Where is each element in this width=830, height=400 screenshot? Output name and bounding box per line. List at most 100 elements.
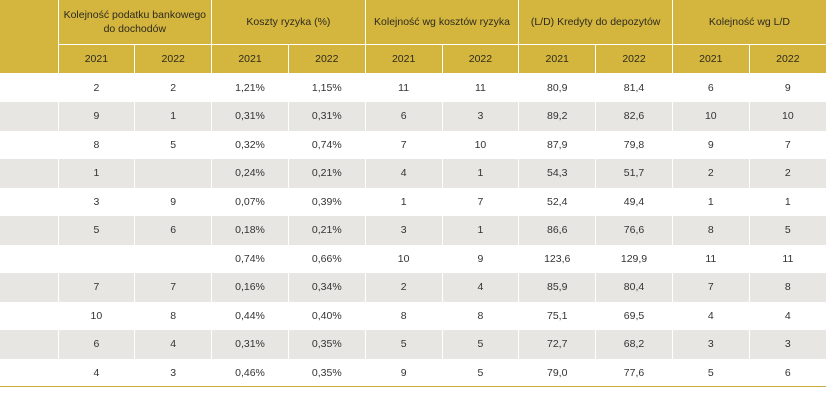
table-cell: 10 xyxy=(365,244,443,273)
year-header: 2022 xyxy=(595,44,673,73)
year-header: 2021 xyxy=(58,44,136,73)
table-cell: 69,5 xyxy=(595,301,673,330)
table-cell: 0,34% xyxy=(288,273,366,302)
column-group-ld-rank: Kolejność wg L/D xyxy=(672,0,826,45)
table-row: 4 3 0,46% 0,35% 9 5 79,0 77,6 5 6 xyxy=(0,358,826,387)
table-cell: 79,8 xyxy=(595,130,673,159)
bank-label-cell xyxy=(0,73,59,102)
table-cell: 52,4 xyxy=(518,187,597,216)
table-cell: 49,4 xyxy=(595,187,673,216)
table-cell: 10 xyxy=(442,130,520,159)
table-cell: 7 xyxy=(58,273,136,302)
table-cell: 11 xyxy=(749,244,826,273)
bank-label-cell xyxy=(0,187,59,216)
table-cell: 5 xyxy=(58,216,136,245)
table-cell: 10 xyxy=(749,102,826,131)
bank-label-cell xyxy=(0,130,59,159)
table-cell: 3 xyxy=(749,330,826,359)
table-cell: 9 xyxy=(442,244,520,273)
table-cell: 9 xyxy=(134,187,213,216)
table-cell: 1 xyxy=(58,159,136,188)
table-cell: 86,6 xyxy=(518,216,597,245)
table-cell: 3 xyxy=(134,358,213,387)
table-cell: 81,4 xyxy=(595,73,673,102)
table-cell: 1 xyxy=(442,159,520,188)
table-cell: 6 xyxy=(749,358,826,387)
table-cell: 7 xyxy=(442,187,520,216)
table-cell: 11 xyxy=(365,73,443,102)
table-cell: 8 xyxy=(749,273,826,302)
table-cell: 2 xyxy=(365,273,443,302)
bank-label-cell xyxy=(0,159,59,188)
table-cell: 123,6 xyxy=(518,244,597,273)
table-cell: 129,9 xyxy=(595,244,673,273)
table-cell: 1 xyxy=(365,187,443,216)
table-cell: 6 xyxy=(134,216,213,245)
table-row: 6 4 0,31% 0,35% 5 5 72,7 68,2 3 3 xyxy=(0,330,826,359)
year-header: 2021 xyxy=(672,44,750,73)
table-cell: 0,44% xyxy=(211,301,289,330)
table-cell: 8 xyxy=(672,216,750,245)
table-cell: 11 xyxy=(672,244,750,273)
table-row: 10 8 0,44% 0,40% 8 8 75,1 69,5 4 4 xyxy=(0,301,826,330)
table-cell: 1 xyxy=(134,102,213,131)
table-cell: 51,7 xyxy=(595,159,673,188)
table-cell: 9 xyxy=(749,73,826,102)
table-cell: 1 xyxy=(672,187,750,216)
table-cell: 0,40% xyxy=(288,301,366,330)
table-cell: 9 xyxy=(365,358,443,387)
table-cell: 5 xyxy=(442,358,520,387)
table-cell: 80,9 xyxy=(518,73,597,102)
table-cell: 76,6 xyxy=(595,216,673,245)
table-cell: 1,15% xyxy=(288,73,366,102)
bank-column-header xyxy=(0,0,59,74)
table-cell: 77,6 xyxy=(595,358,673,387)
table-row: 2 2 1,21% 1,15% 11 11 80,9 81,4 6 9 xyxy=(0,73,826,102)
bank-label-cell xyxy=(0,102,59,131)
table-cell: 10 xyxy=(58,301,136,330)
table-cell: 7 xyxy=(134,273,213,302)
table-cell: 0,18% xyxy=(211,216,289,245)
column-group-risk-cost: Koszty ryzyka (%) xyxy=(211,0,366,45)
table-cell: 80,4 xyxy=(595,273,673,302)
table-cell: 2 xyxy=(134,73,213,102)
table-cell: 0,24% xyxy=(211,159,289,188)
table-cell: 9 xyxy=(58,102,136,131)
table-row: 8 5 0,32% 0,74% 7 10 87,9 79,8 9 7 xyxy=(0,130,826,159)
table-cell: 82,6 xyxy=(595,102,673,131)
table-cell xyxy=(58,244,136,273)
table-row: 0,74% 0,66% 10 9 123,6 129,9 11 11 xyxy=(0,244,826,273)
table-cell: 1 xyxy=(749,187,826,216)
column-group-tax-rank: Kolejność podatku bankowego do dochodów xyxy=(58,0,213,45)
table-cell: 89,2 xyxy=(518,102,597,131)
table-cell: 8 xyxy=(134,301,213,330)
table-cell: 1,21% xyxy=(211,73,289,102)
table-cell: 0,35% xyxy=(288,358,366,387)
column-group-loan-deposit: (L/D) Kredyty do depozytów xyxy=(518,0,673,45)
table-cell: 0,07% xyxy=(211,187,289,216)
bank-label-cell xyxy=(0,301,59,330)
table-cell: 0,39% xyxy=(288,187,366,216)
table-cell: 4 xyxy=(58,358,136,387)
table-cell: 5 xyxy=(134,130,213,159)
table-cell: 7 xyxy=(365,130,443,159)
table-cell xyxy=(134,244,213,273)
table-cell: 0,31% xyxy=(211,330,289,359)
table-cell: 4 xyxy=(672,301,750,330)
year-header: 2021 xyxy=(365,44,443,73)
table-cell: 5 xyxy=(365,330,443,359)
table-cell: 3 xyxy=(58,187,136,216)
table-cell: 54,3 xyxy=(518,159,597,188)
table-cell: 0,21% xyxy=(288,216,366,245)
year-header: 2022 xyxy=(288,44,366,73)
table-cell: 2 xyxy=(58,73,136,102)
bank-label-cell xyxy=(0,216,59,245)
table-cell: 85,9 xyxy=(518,273,597,302)
table-cell: 4 xyxy=(442,273,520,302)
table-cell: 3 xyxy=(442,102,520,131)
table-cell: 3 xyxy=(672,330,750,359)
table-cell: 0,21% xyxy=(288,159,366,188)
year-header: 2021 xyxy=(518,44,597,73)
year-header: 2022 xyxy=(134,44,213,73)
table-cell: 8 xyxy=(442,301,520,330)
